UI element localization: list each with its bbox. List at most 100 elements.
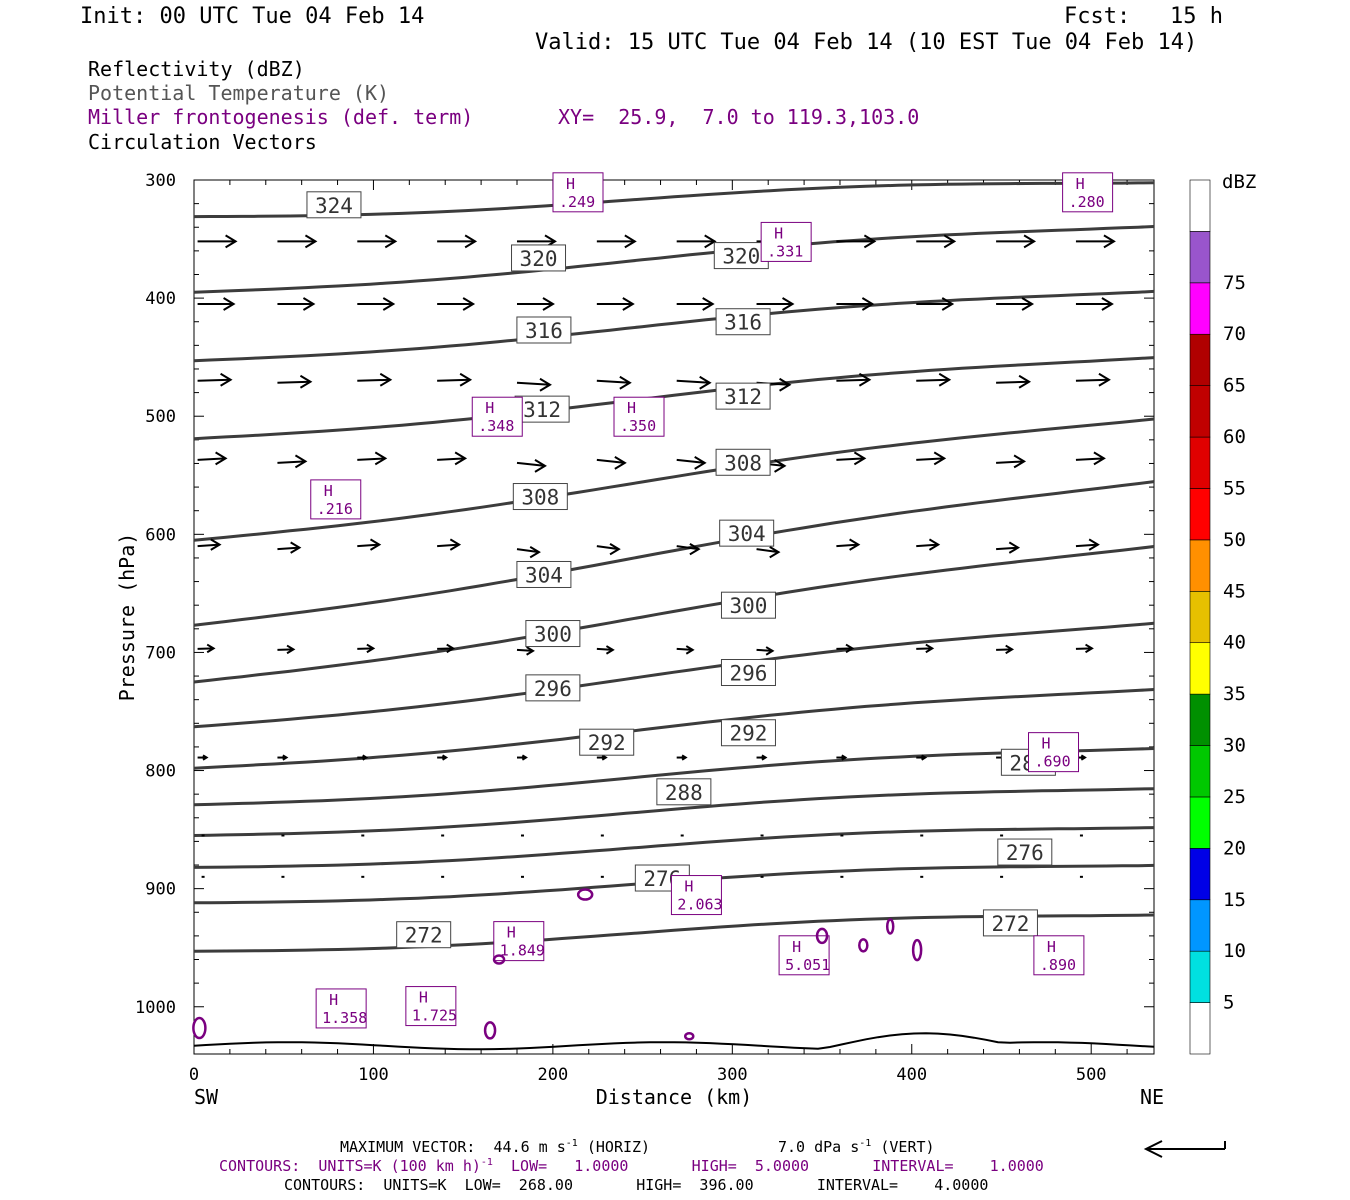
circulation-vector <box>197 538 222 551</box>
max-vector-vert: 7.0 dPa s-1 (VERT) <box>778 1138 935 1156</box>
frontogenesis-contour <box>576 888 594 901</box>
vector-head <box>534 459 547 473</box>
theta-contour-288 <box>193 747 1155 807</box>
circulation-vector <box>596 297 635 311</box>
vector-shaft <box>756 548 779 554</box>
circulation-vector <box>836 297 875 311</box>
colorbar-label-35: 35 <box>1223 683 1246 705</box>
circulation-vector <box>596 456 627 470</box>
circulation-vector <box>836 372 872 387</box>
circulation-vector <box>916 372 952 387</box>
circulation-vector <box>197 297 236 311</box>
colorbar-label-50: 50 <box>1223 529 1246 551</box>
theta-contour-280 <box>193 826 1155 869</box>
frontogenesis-max-h: H <box>485 399 494 417</box>
theta-label: 320 <box>520 247 558 271</box>
weak-vector <box>441 834 445 837</box>
colorbar-swatch <box>1189 488 1211 541</box>
vector-head <box>366 643 376 654</box>
weak-vector <box>520 875 524 878</box>
frontogenesis-max-h: H <box>684 878 693 896</box>
frontogenesis-contour <box>911 938 923 962</box>
frontogenesis-max-h: H <box>1047 938 1056 956</box>
frontogenesis-max-value: .216 <box>317 500 353 518</box>
vector-shaft <box>836 457 865 461</box>
circulation-vector <box>437 234 478 249</box>
circulation-vector <box>916 538 941 551</box>
vector-head <box>526 646 535 656</box>
vector-shaft <box>996 460 1025 464</box>
frontogenesis-max-box <box>670 875 722 916</box>
vector-shaft <box>1075 457 1104 461</box>
frontogenesis-max-h: H <box>627 399 636 417</box>
vector-head <box>449 538 462 551</box>
frontogenesis-max-box <box>760 221 812 262</box>
weak-vector <box>1079 834 1083 837</box>
circulation-vector <box>756 545 781 559</box>
vector-head <box>601 754 608 761</box>
circulation-vector <box>1075 643 1094 654</box>
circulation-vector <box>437 643 456 654</box>
max-vector-note: MAXIMUM VECTOR: 44.6 m s-1 (HORIZ) <box>340 1138 650 1156</box>
circulation-vector <box>357 297 396 311</box>
circulation-vector <box>197 451 228 466</box>
vector-shaft <box>916 647 933 650</box>
vector-shaft <box>916 378 950 382</box>
valid-time: Valid: 15 UTC Tue 04 Feb 14 (10 EST Tue … <box>535 30 1198 55</box>
theta-label: 296 <box>729 662 767 686</box>
circulation-vector <box>756 297 795 311</box>
vector-head <box>1098 372 1111 387</box>
weak-vector <box>1000 834 1004 837</box>
frontogenesis-max-h: H <box>324 482 333 500</box>
frontogenesis-contour <box>492 954 506 965</box>
theta-contour-300 <box>193 545 1155 684</box>
y-tick-label-300: 300 <box>145 171 176 191</box>
weak-vector <box>361 834 365 837</box>
circulation-vector <box>516 754 528 761</box>
frontogenesis-contour <box>684 1032 695 1041</box>
theta-contour-304 <box>193 480 1155 627</box>
theta-label-box <box>516 316 572 344</box>
vector-head <box>622 297 635 311</box>
vector-head <box>223 297 236 311</box>
circulation-vector <box>596 754 608 761</box>
vector-shaft <box>516 548 540 554</box>
theta-contour-292 <box>193 688 1155 770</box>
vector-shaft <box>676 458 705 464</box>
y-tick-label-900: 900 <box>145 880 176 900</box>
circulation-vector <box>516 377 552 392</box>
frontogenesis-max-box <box>1028 732 1080 773</box>
colorbar-label-30: 30 <box>1223 735 1246 757</box>
vector-head <box>299 374 313 389</box>
weak-vector <box>920 834 924 837</box>
x-tick-label-200: 200 <box>538 1065 569 1085</box>
vector-shaft <box>836 543 859 548</box>
circulation-vector <box>357 643 376 654</box>
x-tick-label-300: 300 <box>717 1065 748 1085</box>
theta-label-box <box>396 921 452 949</box>
colorbar-swatch <box>1189 282 1211 335</box>
theta-contour-312 <box>193 356 1155 441</box>
vector-head <box>863 234 877 249</box>
colorbar-swatch <box>1189 1002 1211 1055</box>
frontogenesis-contour <box>858 938 869 953</box>
frontogenesis-max-value: .348 <box>478 417 514 435</box>
weak-vector <box>520 834 524 837</box>
theta-label-box <box>715 308 771 336</box>
vector-head <box>210 538 222 551</box>
y-tick-label-400: 400 <box>145 289 176 309</box>
frontogenesis-contour <box>192 1016 207 1040</box>
theta-label-box <box>720 719 776 747</box>
vector-head <box>294 454 308 469</box>
vector-head <box>782 297 795 311</box>
circulation-vector <box>357 538 382 551</box>
theta-label-box <box>715 382 771 410</box>
colorbar-swatch <box>1189 950 1211 1003</box>
frontogenesis-range: LOW= 1.0000 HIGH= 5.0000 INTERVAL= 1.000… <box>492 1157 1044 1175</box>
max-vector-vert-exp: -1 <box>859 1138 872 1149</box>
circulation-vector <box>516 297 555 311</box>
frontogenesis-contour-note: CONTOURS: UNITS=K (100 km h)-1 LOW= 1.00… <box>219 1157 1044 1175</box>
vector-shaft <box>596 545 619 551</box>
vector-shaft <box>996 648 1013 651</box>
theta-contour-note: CONTOURS: UNITS=K LOW= 268.00 HIGH= 396.… <box>284 1176 989 1194</box>
